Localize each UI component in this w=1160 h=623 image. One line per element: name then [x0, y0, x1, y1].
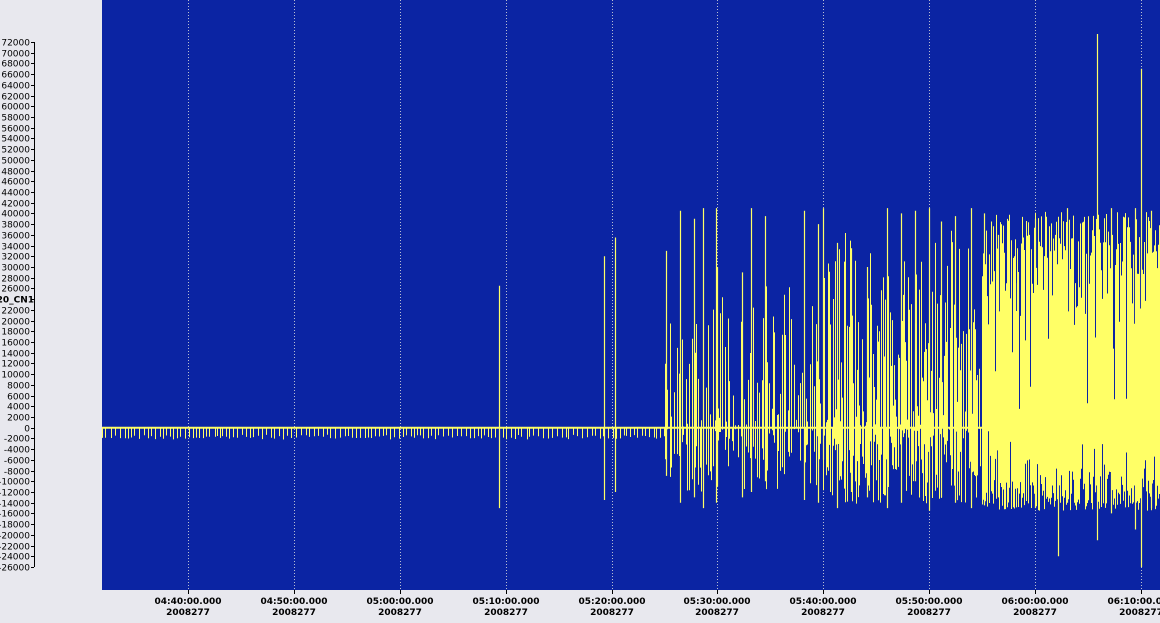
y-tick-label-68000: 68000: [1, 60, 30, 70]
x-tick-day-4: 2008277: [590, 608, 634, 618]
x-tick-day-3: 2008277: [484, 608, 528, 618]
y-tick-label-58000: 58000: [1, 114, 30, 124]
x-tick-day-8: 2008277: [1013, 608, 1057, 618]
y-tick-label--12000: -12000: [0, 489, 30, 499]
y-tick-label-62000: 62000: [1, 93, 30, 103]
y-tick-label-44000: 44000: [1, 189, 30, 199]
y-tick-label--14000: -14000: [0, 500, 30, 510]
y-tick-label-72000: 72000: [1, 39, 30, 49]
y-axis-panel: [0, 0, 102, 623]
x-tick-time-1: 04:50:00.000: [261, 597, 328, 607]
y-tick-label-12000: 12000: [1, 360, 30, 370]
y-tick-label-36000: 36000: [1, 232, 30, 242]
x-tick-time-3: 05:10:00.000: [473, 597, 540, 607]
y-tick-label-0: 0: [24, 425, 30, 435]
x-tick-time-9: 06:10:00.000: [1108, 597, 1160, 607]
y-tick-label-46000: 46000: [1, 178, 30, 188]
y-tick-label--4000: -4000: [4, 446, 30, 456]
y-tick-label-28000: 28000: [1, 275, 30, 285]
x-tick-time-0: 04:40:00.000: [155, 597, 222, 607]
y-tick-label-20000: 20000: [1, 318, 30, 328]
y-tick-label--10000: -10000: [0, 478, 30, 488]
y-tick-label--24000: -24000: [0, 553, 30, 563]
trace-envelope-2: [982, 211, 1160, 511]
y-tick-label-64000: 64000: [1, 82, 30, 92]
x-tick-time-8: 06:00:00.000: [1002, 597, 1069, 607]
y-tick-label-8000: 8000: [7, 382, 30, 392]
x-tick-day-5: 2008277: [695, 608, 739, 618]
y-tick-label--2000: -2000: [4, 435, 30, 445]
y-tick-label-40000: 40000: [1, 210, 30, 220]
x-tick-day-9: 2008277: [1119, 608, 1160, 618]
y-tick-label-38000: 38000: [1, 221, 30, 231]
y-tick-label--20000: -20000: [0, 532, 30, 542]
y-tick-label--22000: -22000: [0, 543, 30, 553]
x-tick-time-2: 05:00:00.000: [367, 597, 434, 607]
x-tick-time-5: 05:30:00.000: [684, 597, 751, 607]
y-tick-label-16000: 16000: [1, 339, 30, 349]
y-tick-label-70000: 70000: [1, 50, 30, 60]
y-tick-label--26000: -26000: [0, 564, 30, 574]
y-tick-label-56000: 56000: [1, 125, 30, 135]
x-axis-panel: [102, 590, 1160, 623]
y-tick-label--8000: -8000: [4, 468, 30, 478]
x-tick-day-2: 2008277: [378, 608, 422, 618]
y-tick-label-14000: 14000: [1, 350, 30, 360]
trace-pre-event-dips: [102, 427, 665, 440]
x-tick-time-6: 05:40:00.000: [790, 597, 857, 607]
y-tick-label-48000: 48000: [1, 168, 30, 178]
y-tick-label-4000: 4000: [7, 403, 30, 413]
x-tick-time-7: 05:50:00.000: [896, 597, 963, 607]
y-tick-label-22000: 22000: [1, 307, 30, 317]
y-tick-label-54000: 54000: [1, 135, 30, 145]
y-tick-label-32000: 32000: [1, 253, 30, 263]
channel-label: MH020_CN1: [0, 296, 34, 306]
x-tick-day-6: 2008277: [801, 608, 845, 618]
y-tick-label-50000: 50000: [1, 157, 30, 167]
y-tick-label-6000: 6000: [7, 393, 30, 403]
y-tick-label-26000: 26000: [1, 285, 30, 295]
y-tick-label--6000: -6000: [4, 457, 30, 467]
y-tick-label-10000: 10000: [1, 371, 30, 381]
y-tick-label-30000: 30000: [1, 264, 30, 274]
x-tick-day-0: 2008277: [166, 608, 210, 618]
y-tick-label-60000: 60000: [1, 103, 30, 113]
y-tick-label-18000: 18000: [1, 328, 30, 338]
x-tick-day-7: 2008277: [907, 608, 951, 618]
y-tick-label--18000: -18000: [0, 521, 30, 531]
x-tick-time-4: 05:20:00.000: [579, 597, 646, 607]
y-tick-label-34000: 34000: [1, 243, 30, 253]
y-tick-label-42000: 42000: [1, 200, 30, 210]
y-tick-label-52000: 52000: [1, 146, 30, 156]
y-tick-label--16000: -16000: [0, 510, 30, 520]
y-tick-label-2000: 2000: [7, 414, 30, 424]
x-tick-day-1: 2008277: [272, 608, 316, 618]
y-tick-label-66000: 66000: [1, 71, 30, 81]
